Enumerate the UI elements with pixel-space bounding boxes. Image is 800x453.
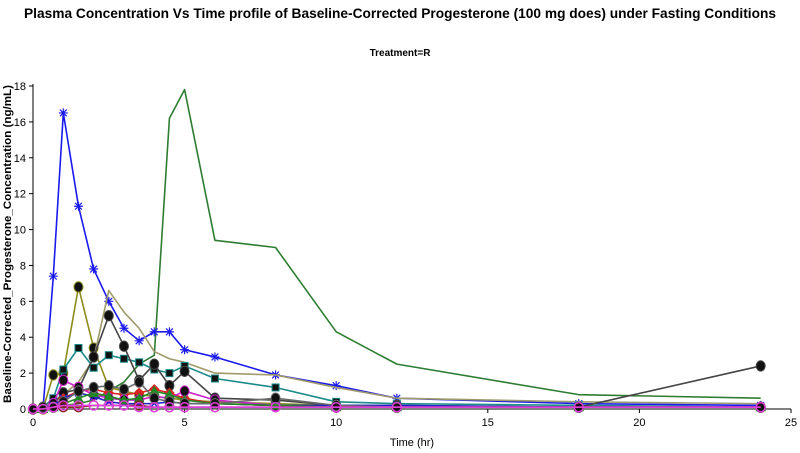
data-point <box>164 396 175 408</box>
data-point <box>179 402 190 413</box>
data-point <box>573 402 584 413</box>
data-point <box>119 354 128 363</box>
y-axis-label: Baseline-Corrected_Progesterone_Concentr… <box>2 85 14 403</box>
y-tick-label: 10 <box>14 225 26 237</box>
data-point <box>88 400 99 411</box>
x-axis-label: Time (hr) <box>390 437 434 449</box>
y-tick-label: 0 <box>20 404 26 416</box>
data-point <box>88 381 99 394</box>
data-point <box>88 351 99 363</box>
data-point <box>89 264 99 274</box>
x-tick-label: 25 <box>785 417 797 429</box>
data-point <box>73 400 84 411</box>
series-line <box>33 404 761 410</box>
data-point <box>74 343 83 352</box>
data-point <box>27 403 39 415</box>
data-point <box>179 365 190 377</box>
data-point <box>271 383 280 392</box>
data-point <box>331 381 341 391</box>
axes: 0 5 10 15 20 25 0 2 4 6 8 10 12 14 16 18 <box>14 81 797 429</box>
data-point <box>59 365 68 374</box>
data-point <box>73 385 84 397</box>
x-tick-label: 10 <box>330 417 342 429</box>
data-point <box>48 271 58 281</box>
data-point <box>103 379 114 392</box>
data-point <box>755 360 766 372</box>
series-13 <box>27 400 766 415</box>
data-point <box>149 392 160 404</box>
data-point <box>331 402 342 413</box>
chart-subtitle: Treatment=R <box>370 48 432 59</box>
data-point <box>391 402 403 413</box>
data-point <box>149 358 160 370</box>
data-point <box>209 397 220 410</box>
data-point <box>118 383 129 395</box>
data-point <box>135 358 144 367</box>
data-point <box>270 392 281 404</box>
data-point <box>179 397 190 410</box>
data-point <box>331 399 342 412</box>
x-tick-label: 5 <box>182 417 188 429</box>
data-point <box>149 327 159 337</box>
data-point <box>73 392 84 403</box>
data-point <box>73 201 83 211</box>
data-point <box>48 369 59 381</box>
y-tick-label: 14 <box>14 153 26 165</box>
data-point <box>37 403 49 415</box>
data-point <box>270 402 281 413</box>
data-point <box>118 340 129 352</box>
x-tick-label: 0 <box>30 417 36 429</box>
y-tick-label: 16 <box>14 117 26 129</box>
data-point <box>118 400 130 411</box>
data-point <box>164 402 175 413</box>
data-point <box>103 310 114 322</box>
series-line <box>33 112 761 410</box>
chart-title: Plasma Concentration Vs Time profile of … <box>24 6 776 21</box>
data-point <box>180 345 190 355</box>
series-layer <box>27 88 767 415</box>
series-line <box>32 347 761 410</box>
data-point <box>104 296 114 306</box>
data-point <box>48 402 59 413</box>
data-point <box>134 336 144 346</box>
y-tick-label: 6 <box>20 296 26 308</box>
y-tick-label: 4 <box>20 332 26 344</box>
x-tick-label: 20 <box>633 417 645 429</box>
y-tick-label: 2 <box>20 368 26 380</box>
y-tick-label: 8 <box>20 260 26 272</box>
data-point <box>58 374 69 386</box>
data-point <box>58 108 68 118</box>
y-tick-label: 12 <box>14 189 26 201</box>
data-point <box>755 402 766 413</box>
data-point <box>209 402 221 413</box>
data-point <box>133 392 145 403</box>
data-point <box>89 363 98 372</box>
data-point <box>103 400 115 411</box>
x-tick-label: 15 <box>482 417 494 429</box>
data-point <box>58 400 69 411</box>
data-point <box>119 323 129 333</box>
series-2 <box>28 108 766 414</box>
data-point <box>103 390 115 401</box>
data-point <box>149 402 160 413</box>
data-point <box>210 374 219 383</box>
data-point <box>165 369 174 378</box>
data-point <box>164 327 174 337</box>
y-tick-label: 18 <box>14 81 26 93</box>
data-point <box>134 376 145 388</box>
data-point <box>73 281 84 293</box>
data-point <box>210 352 220 362</box>
data-point <box>104 351 113 360</box>
data-point <box>133 402 145 413</box>
data-point <box>38 401 49 413</box>
